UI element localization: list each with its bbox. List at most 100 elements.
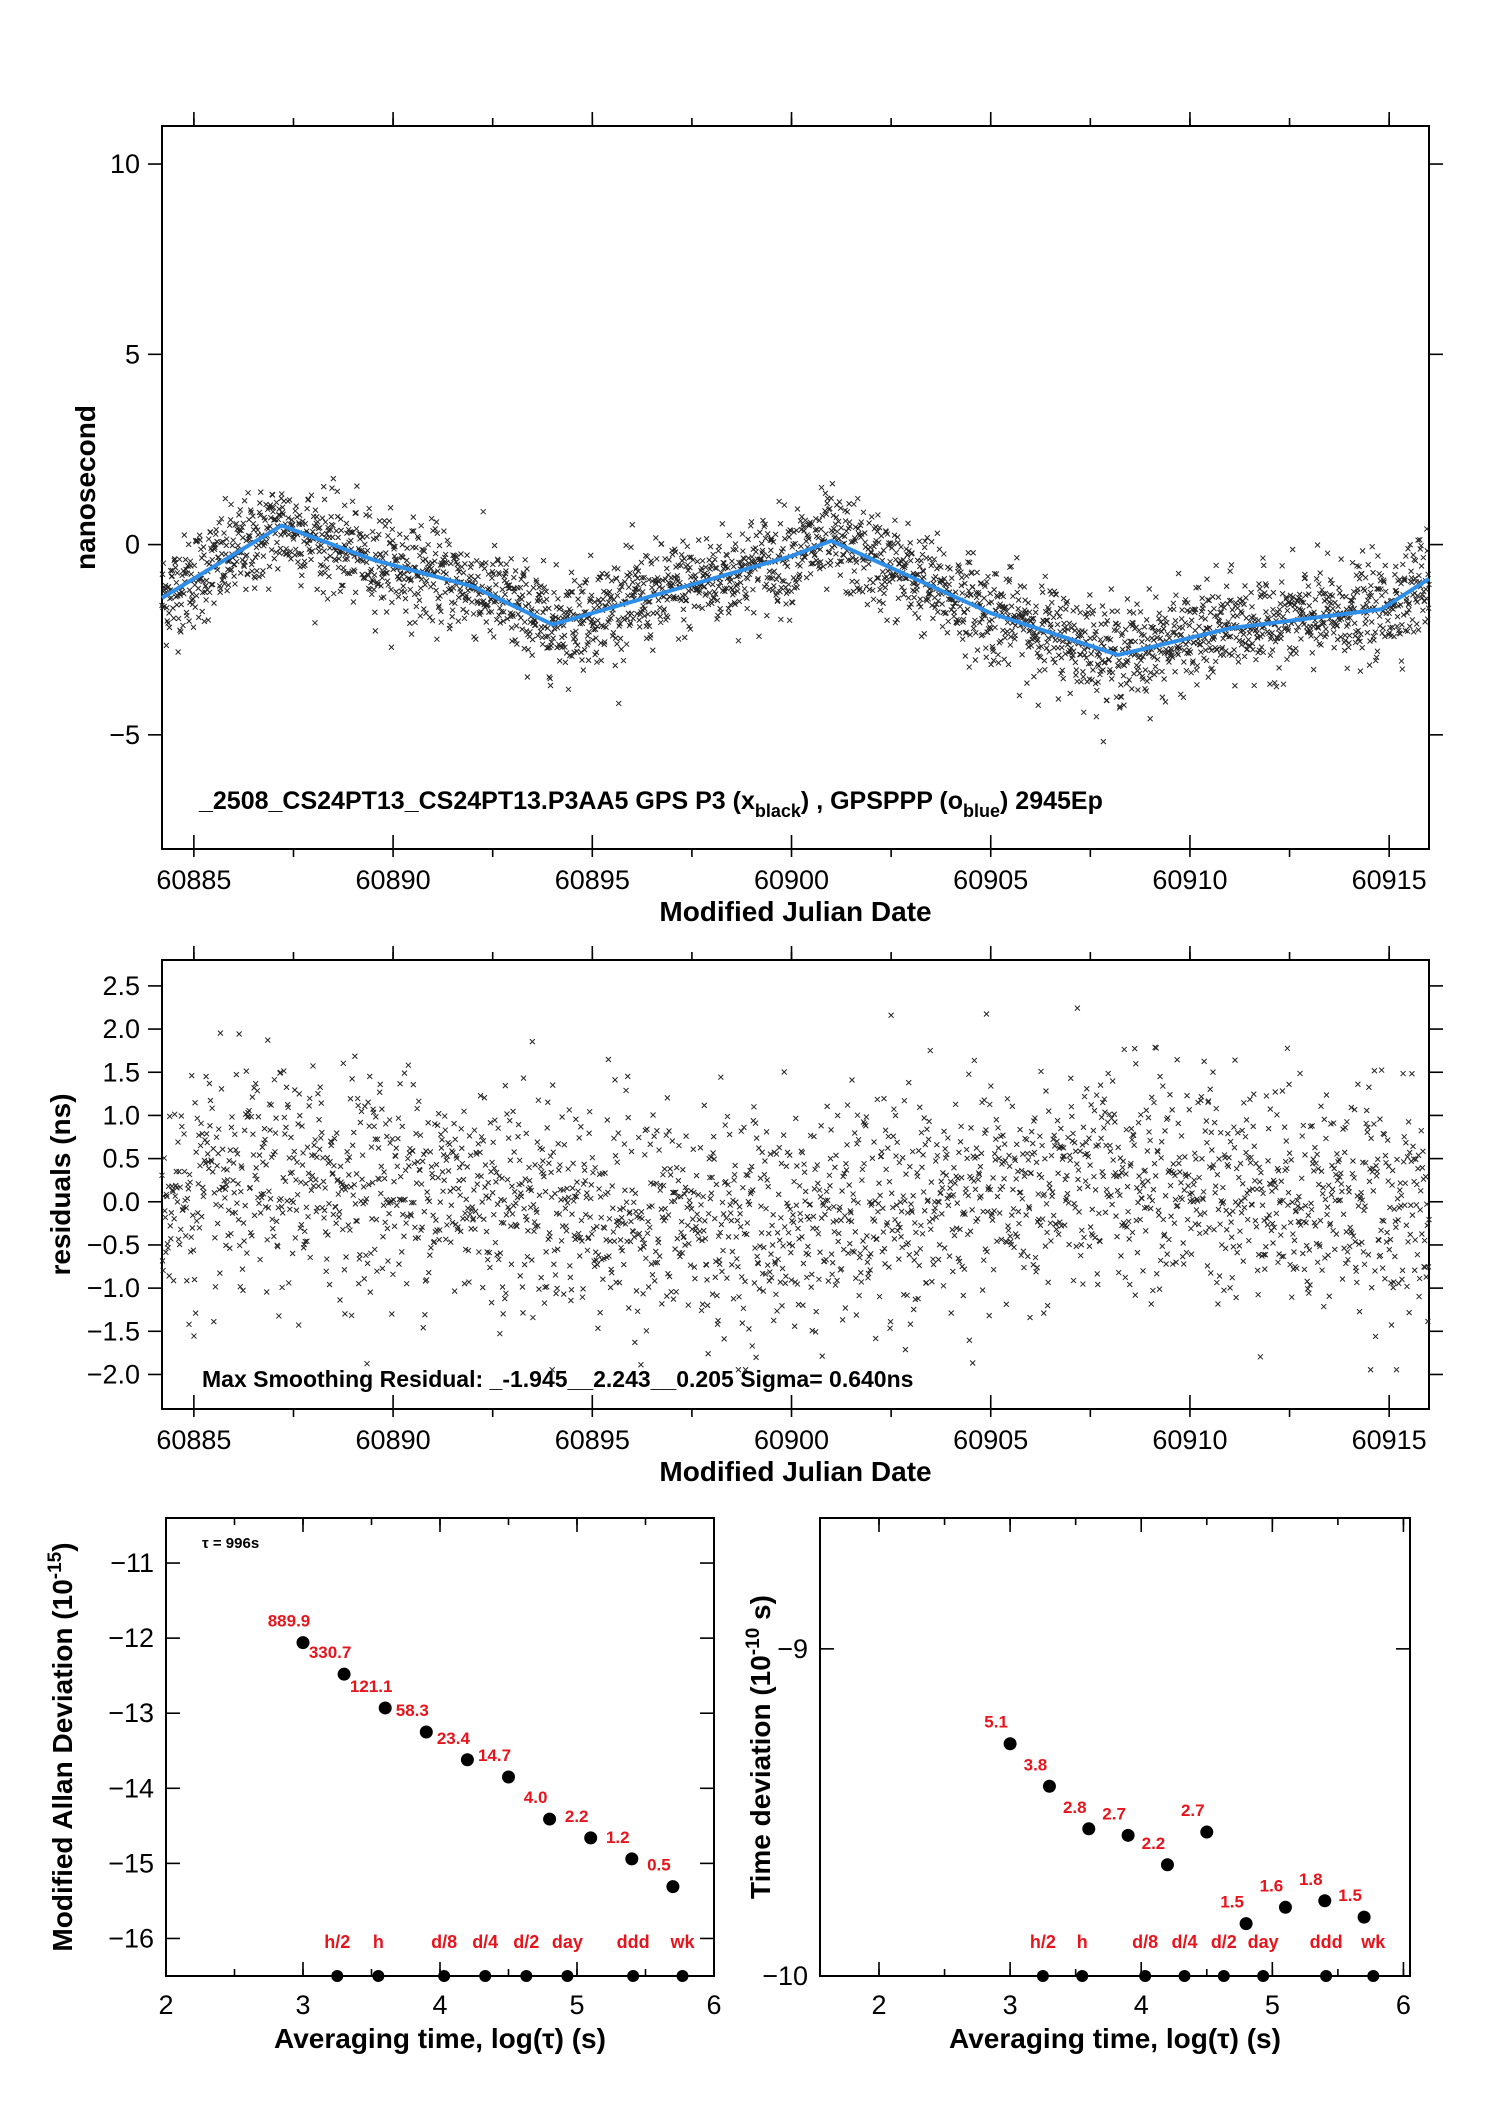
timeseries-point xyxy=(589,616,595,623)
timeseries-point xyxy=(1260,555,1266,561)
residual-point xyxy=(1004,1095,1011,1102)
timeseries-point xyxy=(188,571,195,578)
timeseries-point xyxy=(1000,593,1007,600)
timeseries-point xyxy=(418,522,425,529)
timeseries-point xyxy=(587,552,594,559)
timeseries-point xyxy=(1150,624,1157,631)
residual-point xyxy=(563,1223,569,1229)
timeseries-point xyxy=(564,610,570,616)
timeseries-point xyxy=(964,606,971,613)
timeseries-point xyxy=(572,639,579,645)
timeseries-point xyxy=(248,561,255,568)
residual-point xyxy=(299,1162,306,1168)
timeseries-point xyxy=(276,550,283,557)
timeseries-point xyxy=(386,518,393,524)
timeseries-point xyxy=(344,556,351,562)
residual-point xyxy=(314,1205,321,1211)
residual-point xyxy=(300,1150,306,1156)
timeseries-point xyxy=(503,568,509,574)
timeseries-point xyxy=(1372,629,1379,635)
timeseries-point xyxy=(965,549,972,556)
timeseries-point xyxy=(688,554,695,561)
residual-point xyxy=(753,1135,760,1141)
residual-point xyxy=(373,1216,380,1223)
timeseries-point xyxy=(408,576,414,583)
residual-point xyxy=(654,1127,660,1134)
residual-point xyxy=(421,1208,428,1215)
timeseries-point xyxy=(320,483,327,490)
residual-point xyxy=(1054,1117,1061,1124)
residual-point xyxy=(273,1115,279,1121)
timeseries-point xyxy=(1253,656,1259,663)
residual-point xyxy=(1178,1133,1185,1139)
timeseries-point xyxy=(764,612,770,619)
timeseries-point xyxy=(206,561,213,567)
residual-point xyxy=(816,1276,822,1283)
timeseries-point xyxy=(403,557,410,564)
timeseries-point xyxy=(819,512,826,519)
residual-point xyxy=(755,1145,762,1151)
residual-point xyxy=(571,1232,578,1239)
residual-point xyxy=(813,1308,820,1315)
timeseries-point xyxy=(947,566,953,572)
residual-point xyxy=(659,1301,665,1307)
timeseries-point xyxy=(231,573,237,579)
timeseries-point xyxy=(464,552,470,559)
residual-point xyxy=(1038,1174,1045,1181)
timeseries-point xyxy=(1205,674,1212,680)
timeseries-point xyxy=(598,657,605,664)
residual-point xyxy=(910,1192,917,1199)
timeseries-point xyxy=(1379,630,1386,636)
residual-point xyxy=(764,1177,770,1183)
timeseries-point xyxy=(335,564,342,571)
timeseries-point xyxy=(163,604,170,611)
residual-point xyxy=(732,1199,739,1206)
residual-point xyxy=(476,1249,482,1255)
residual-point xyxy=(846,1240,853,1247)
residual-point xyxy=(417,1132,424,1139)
residual-point xyxy=(461,1108,467,1115)
residual-point xyxy=(710,1133,717,1140)
timeseries-point xyxy=(1109,669,1116,676)
residual-point xyxy=(518,1193,525,1200)
residual-point xyxy=(254,1087,261,1094)
timeseries-point xyxy=(707,543,714,550)
timeseries-point xyxy=(285,515,292,521)
timeseries-point xyxy=(448,560,454,567)
residual-point xyxy=(420,1324,427,1331)
residual-point xyxy=(547,1233,553,1240)
timeseries-point xyxy=(438,619,445,626)
timeseries-point xyxy=(1041,657,1048,664)
timeseries-point xyxy=(1296,591,1303,598)
residual-point xyxy=(455,1185,462,1192)
timeseries-point xyxy=(777,588,783,595)
timeseries-point xyxy=(878,532,885,539)
timeseries-point xyxy=(522,556,529,563)
timeseries-point xyxy=(686,554,693,561)
residual-point xyxy=(705,1350,712,1357)
timeseries-point xyxy=(1338,556,1345,563)
timeseries-point xyxy=(1108,586,1115,592)
residual-point xyxy=(615,1130,622,1136)
timeseries-point xyxy=(366,505,373,512)
timeseries-point xyxy=(413,544,419,551)
residual-point xyxy=(605,1056,612,1063)
residual-point xyxy=(1031,1149,1038,1156)
residual-point xyxy=(174,1198,181,1205)
residual-point xyxy=(1135,1119,1142,1126)
residual-point xyxy=(881,1245,888,1252)
residual-point xyxy=(1191,1150,1198,1157)
timeseries-point xyxy=(239,524,245,531)
timeseries-point xyxy=(578,649,584,656)
timeseries-point xyxy=(893,549,900,556)
timeseries-point xyxy=(1080,673,1087,680)
residual-point xyxy=(350,1129,357,1136)
timeseries-point xyxy=(1054,621,1061,628)
residual-point xyxy=(1184,1092,1190,1099)
timeseries-point xyxy=(1413,621,1420,627)
timeseries-point xyxy=(1267,681,1273,687)
residual-point xyxy=(1175,1120,1182,1127)
timeseries-point xyxy=(770,539,777,545)
residual-point xyxy=(522,1176,529,1182)
residual-point xyxy=(1092,1234,1098,1241)
